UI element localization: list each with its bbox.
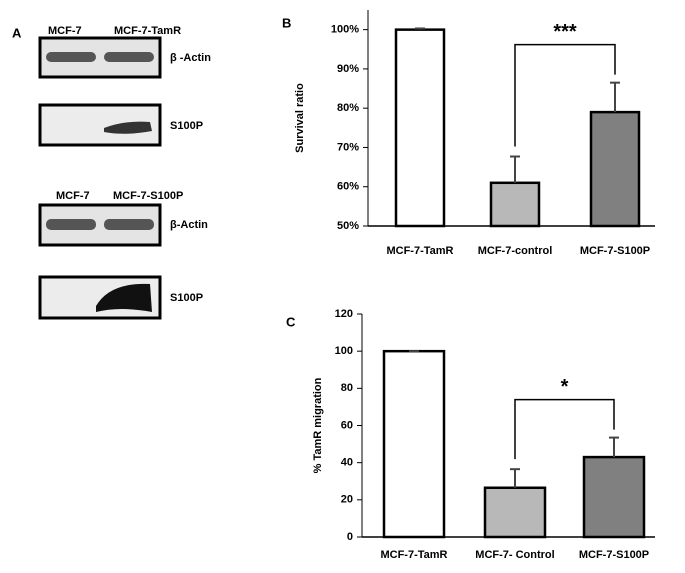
y-tick-label: 90% bbox=[337, 63, 359, 75]
significance-label: * bbox=[561, 376, 569, 398]
lane-label: MCF-7 bbox=[48, 25, 82, 37]
bar bbox=[483, 486, 547, 539]
significance-bracket bbox=[514, 43, 616, 147]
band-label: β-Actin bbox=[170, 219, 208, 231]
panel-label: C bbox=[286, 314, 296, 329]
blot bbox=[38, 275, 162, 320]
y-tick-label: 20 bbox=[341, 494, 353, 506]
y-tick-label: 70% bbox=[337, 141, 359, 153]
bar bbox=[489, 181, 541, 228]
lane-label: MCF-7 bbox=[56, 190, 90, 202]
band bbox=[104, 219, 154, 230]
y-tick-label: 80% bbox=[337, 102, 359, 114]
significance-label: *** bbox=[553, 21, 577, 43]
band-label: S100P bbox=[170, 120, 203, 132]
y-tick-label: 100% bbox=[331, 24, 359, 36]
x-tick-label: MCF-7-S100P bbox=[579, 549, 649, 561]
bar bbox=[589, 110, 641, 228]
y-tick-label: 100 bbox=[335, 345, 353, 357]
x-tick-label: MCF-7-S100P bbox=[580, 245, 650, 257]
y-axis-label: % TamR migration bbox=[312, 377, 324, 473]
x-tick-label: MCF-7-control bbox=[478, 245, 553, 257]
x-tick-label: MCF-7-TamR bbox=[386, 245, 453, 257]
y-tick-label: 0 bbox=[347, 531, 353, 543]
lane-label: MCF-7-TamR bbox=[114, 25, 181, 37]
y-tick-label: 60 bbox=[341, 419, 353, 431]
y-tick-label: 50% bbox=[337, 220, 359, 232]
bar bbox=[382, 349, 446, 539]
band bbox=[104, 121, 152, 134]
y-tick-label: 120 bbox=[335, 308, 353, 320]
band-label: S100P bbox=[170, 292, 203, 304]
x-tick-label: MCF-7- Control bbox=[475, 549, 554, 561]
lane-label: MCF-7-S100P bbox=[113, 190, 183, 202]
panel-label: A bbox=[12, 25, 22, 40]
y-axis-label: Survival ratio bbox=[294, 83, 306, 153]
x-tick-label: MCF-7-TamR bbox=[380, 549, 447, 561]
significance-bracket bbox=[514, 398, 615, 460]
band bbox=[46, 219, 96, 230]
panel-label: B bbox=[282, 15, 291, 30]
band bbox=[96, 283, 152, 312]
y-tick-label: 40 bbox=[341, 457, 353, 469]
band-label: β -Actin bbox=[170, 52, 211, 64]
bar bbox=[394, 28, 446, 228]
y-tick-label: 80 bbox=[341, 382, 353, 394]
y-tick-label: 60% bbox=[337, 181, 359, 193]
band bbox=[46, 52, 96, 62]
band bbox=[104, 52, 154, 62]
bar bbox=[582, 455, 646, 539]
